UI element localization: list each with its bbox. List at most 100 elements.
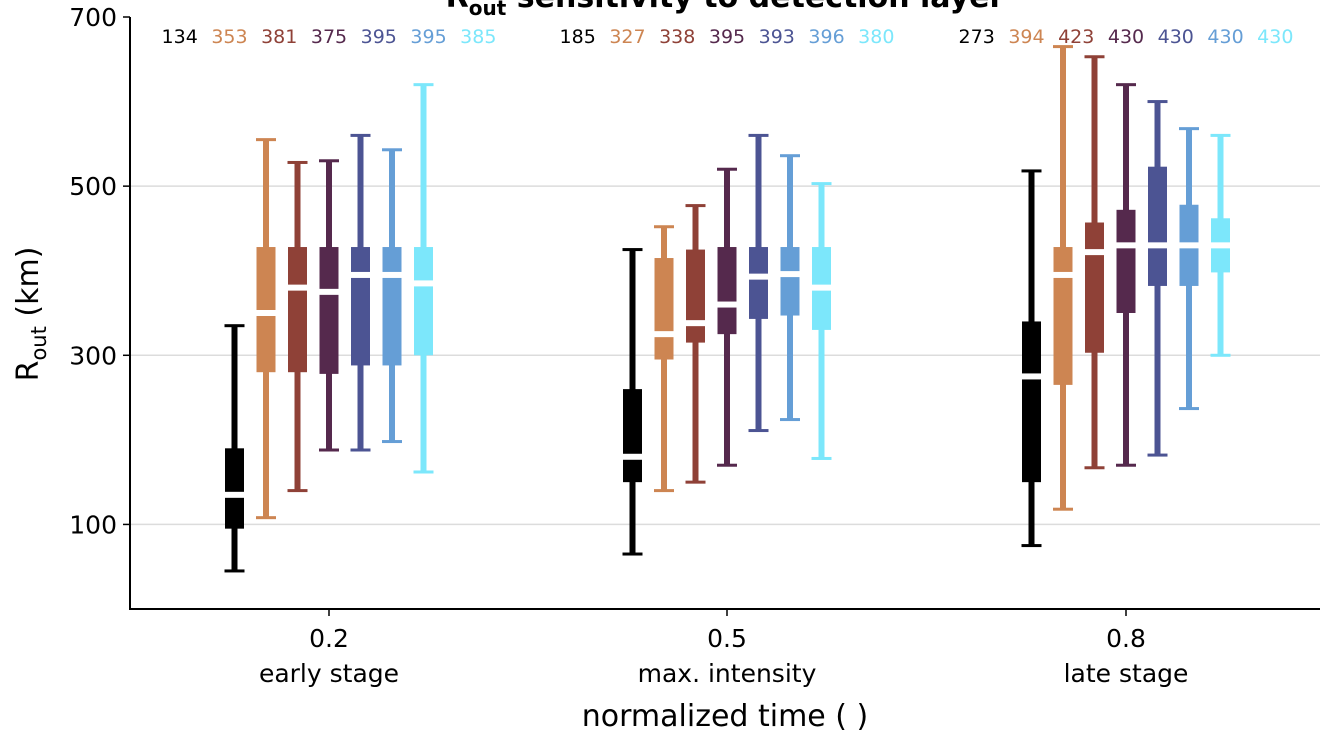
box-plot-element bbox=[1210, 133, 1231, 357]
x-ticks: 0.2 early stage 0.5 max. intensity 0.8 late s… bbox=[259, 609, 1188, 688]
whisker-cap-top bbox=[1210, 133, 1231, 137]
x-tick-label: 0.8 bbox=[1106, 624, 1146, 653]
whisker-cap-bottom bbox=[1210, 353, 1231, 357]
box-iqr bbox=[414, 247, 433, 356]
count-label: 353 bbox=[211, 26, 247, 48]
box-iqr bbox=[1053, 247, 1073, 385]
box-plot-element bbox=[779, 154, 801, 422]
box-series bbox=[224, 45, 1231, 573]
whisker-cap-bottom bbox=[1116, 463, 1136, 467]
box-plot-element bbox=[1147, 100, 1168, 457]
median-line bbox=[748, 273, 769, 280]
median-line bbox=[1147, 242, 1168, 249]
y-tick-label: 500 bbox=[69, 172, 117, 201]
whisker-cap-bottom bbox=[622, 552, 643, 556]
median-line bbox=[413, 280, 434, 287]
box-iqr bbox=[780, 247, 800, 316]
axes bbox=[129, 17, 1320, 610]
whisker-cap-top bbox=[1021, 169, 1042, 173]
median-line bbox=[318, 288, 340, 295]
box-plot-element bbox=[685, 204, 706, 484]
whisker-cap-top bbox=[811, 182, 832, 186]
count-label: 375 bbox=[311, 26, 347, 48]
count-label: 430 bbox=[1108, 26, 1144, 48]
box-iqr bbox=[717, 247, 737, 335]
count-label: 396 bbox=[808, 26, 844, 48]
count-label: 273 bbox=[959, 26, 995, 48]
whisker-cap-bottom bbox=[654, 489, 674, 493]
y-axis-title-subscript: out bbox=[27, 326, 51, 360]
count-label: 338 bbox=[659, 26, 695, 48]
whisker-cap-top bbox=[319, 159, 339, 163]
box-plot-element bbox=[622, 248, 643, 556]
whisker-cap-top bbox=[1084, 55, 1105, 59]
whisker-cap-bottom bbox=[1147, 453, 1168, 457]
count-label: 395 bbox=[361, 26, 397, 48]
whisker-cap-top bbox=[287, 160, 308, 164]
median-line bbox=[1021, 373, 1042, 380]
count-label: 395 bbox=[410, 26, 446, 48]
box-iqr bbox=[623, 389, 642, 483]
y-tick-label: 100 bbox=[69, 510, 117, 539]
box-iqr bbox=[256, 247, 276, 373]
median-line bbox=[653, 331, 675, 338]
count-label: 395 bbox=[709, 26, 745, 48]
y-tick-label: 300 bbox=[69, 341, 117, 370]
whisker-cap-bottom bbox=[1053, 507, 1073, 511]
x-tick-label: 0.5 bbox=[707, 624, 747, 653]
whisker-cap-bottom bbox=[287, 489, 308, 493]
count-label: 423 bbox=[1058, 26, 1094, 48]
box-plot-element bbox=[1115, 83, 1137, 467]
median-line bbox=[811, 284, 832, 291]
median-line bbox=[1178, 242, 1200, 249]
box-plot-element bbox=[811, 182, 832, 460]
whisker-cap-top bbox=[350, 133, 371, 137]
whisker-cap-bottom bbox=[256, 516, 276, 520]
whisker-cap-top bbox=[1179, 127, 1199, 131]
whisker-cap-bottom bbox=[1084, 466, 1105, 470]
count-label: 430 bbox=[1257, 26, 1293, 48]
whisker-cap-bottom bbox=[1179, 407, 1199, 411]
whisker-cap-top bbox=[1116, 83, 1136, 87]
median-line bbox=[255, 310, 277, 316]
box-plot-element bbox=[748, 133, 769, 433]
whisker-cap-bottom bbox=[1021, 544, 1042, 548]
whisker bbox=[692, 205, 699, 483]
median-line bbox=[685, 320, 706, 327]
whisker-cap-bottom bbox=[685, 480, 706, 484]
chart-title-subscript: out bbox=[469, 0, 507, 20]
whisker-cap-top bbox=[224, 324, 245, 328]
whisker-cap-bottom bbox=[717, 463, 737, 467]
count-label: 327 bbox=[609, 26, 645, 48]
box-iqr bbox=[288, 247, 307, 373]
whisker-cap-top bbox=[622, 248, 643, 252]
whisker bbox=[231, 325, 238, 571]
median-line bbox=[1210, 242, 1231, 249]
whisker-cap-top bbox=[1147, 100, 1168, 104]
box-iqr bbox=[319, 247, 339, 374]
median-line bbox=[1115, 242, 1137, 249]
whisker-cap-top bbox=[748, 133, 769, 137]
median-line bbox=[350, 271, 371, 278]
whisker-cap-bottom bbox=[224, 569, 245, 573]
count-labels: 134 185 273 353 327 394 381 338 423 375 395 430 395 3… bbox=[162, 26, 1294, 48]
chart-title: Rout sensitivity to detection layer bbox=[446, 0, 1005, 20]
median-line bbox=[287, 284, 308, 291]
count-label: 134 bbox=[162, 26, 198, 48]
box-iqr bbox=[654, 258, 674, 360]
box-iqr bbox=[1022, 321, 1041, 483]
median-line bbox=[224, 491, 245, 498]
count-label: 185 bbox=[560, 26, 596, 48]
count-label: 385 bbox=[460, 26, 496, 48]
count-label: 393 bbox=[759, 26, 795, 48]
x-category-label: early stage bbox=[259, 659, 399, 688]
y-tick-label: 700 bbox=[69, 3, 117, 32]
count-label: 430 bbox=[1158, 26, 1194, 48]
count-label: 380 bbox=[858, 26, 894, 48]
box-iqr bbox=[225, 448, 244, 529]
box-iqr bbox=[382, 247, 402, 366]
box-plot-element bbox=[653, 225, 675, 493]
box-iqr bbox=[351, 247, 370, 366]
box-iqr bbox=[1148, 166, 1167, 286]
